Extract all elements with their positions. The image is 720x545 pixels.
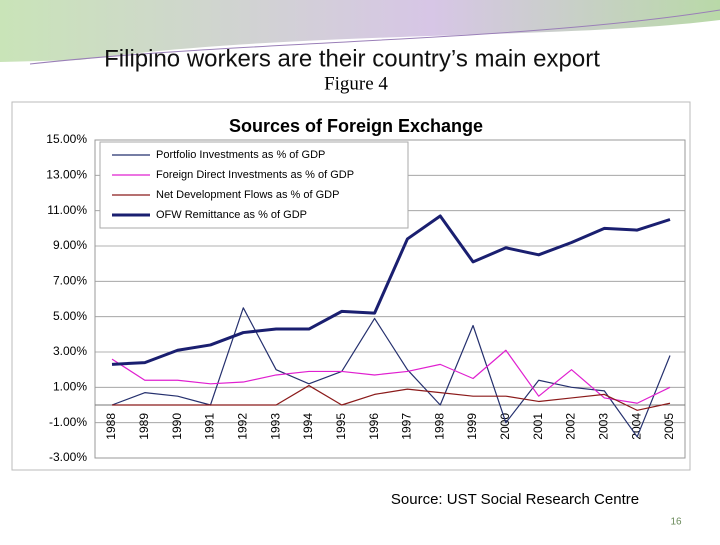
header-swoosh — [29, 9, 720, 65]
y-tick-label: -3.00% — [49, 450, 87, 464]
y-tick-label: 3.00% — [53, 344, 87, 358]
legend-label: OFW Remittance as % of GDP — [156, 209, 307, 221]
legend-box — [99, 141, 409, 229]
y-tick-label: 9.00% — [53, 238, 87, 252]
series-line — [111, 307, 671, 438]
x-tick-label: 1994 — [301, 413, 315, 440]
slide-title: Filipino workers are their country’s mai… — [104, 45, 600, 72]
source-note: Source: UST Social Research Centre — [391, 491, 639, 508]
x-tick-label: 1993 — [268, 413, 282, 440]
page-number: 16 — [670, 517, 682, 528]
x-tick-label: 1996 — [367, 413, 381, 440]
x-tick-label: 1992 — [235, 413, 249, 440]
series-line — [111, 214, 671, 366]
x-tick-label: 1999 — [465, 413, 479, 440]
series-line — [111, 349, 671, 404]
header-decoration — [0, 0, 720, 62]
y-tick-label: 15.00% — [46, 132, 87, 146]
x-tick-label: 2003 — [597, 413, 611, 440]
y-tick-label: 5.00% — [53, 309, 87, 323]
series-line — [112, 384, 671, 411]
plot: -3.00% -1.00% 1.00% 3.00% 5.00% 7.00% 9.00% 11.… — [46, 132, 686, 464]
x-tick-label: 1991 — [203, 413, 217, 440]
x-tick-label: 1997 — [400, 413, 414, 440]
x-tick-label: 2002 — [564, 413, 578, 440]
x-tick-label: 2005 — [662, 413, 676, 440]
x-tick-label: 1995 — [334, 413, 348, 440]
y-tick-label: -1.00% — [49, 415, 87, 429]
x-tick-label: 2001 — [531, 413, 545, 440]
y-tick-label: 13.00% — [46, 168, 87, 182]
x-tick-label: 1998 — [432, 413, 446, 440]
legend-label: Portfolio Investments as % of GDP — [156, 149, 325, 161]
y-tick-label: 7.00% — [53, 274, 87, 288]
x-tick-label: 1990 — [170, 413, 184, 440]
legend-label: Foreign Direct Investments as % of GDP — [156, 169, 354, 181]
x-tick-label: 1989 — [137, 413, 151, 440]
chart-title: Sources of Foreign Exchange — [229, 116, 483, 136]
legend-label: Net Development Flows as % of GDP — [156, 189, 339, 201]
x-tick-label: 2004 — [629, 413, 643, 440]
y-tick-label: 11.00% — [47, 203, 87, 217]
figure-label: Figure 4 — [324, 73, 388, 94]
x-tick-label: 1988 — [104, 413, 118, 440]
y-tick-label: 1.00% — [53, 380, 87, 394]
